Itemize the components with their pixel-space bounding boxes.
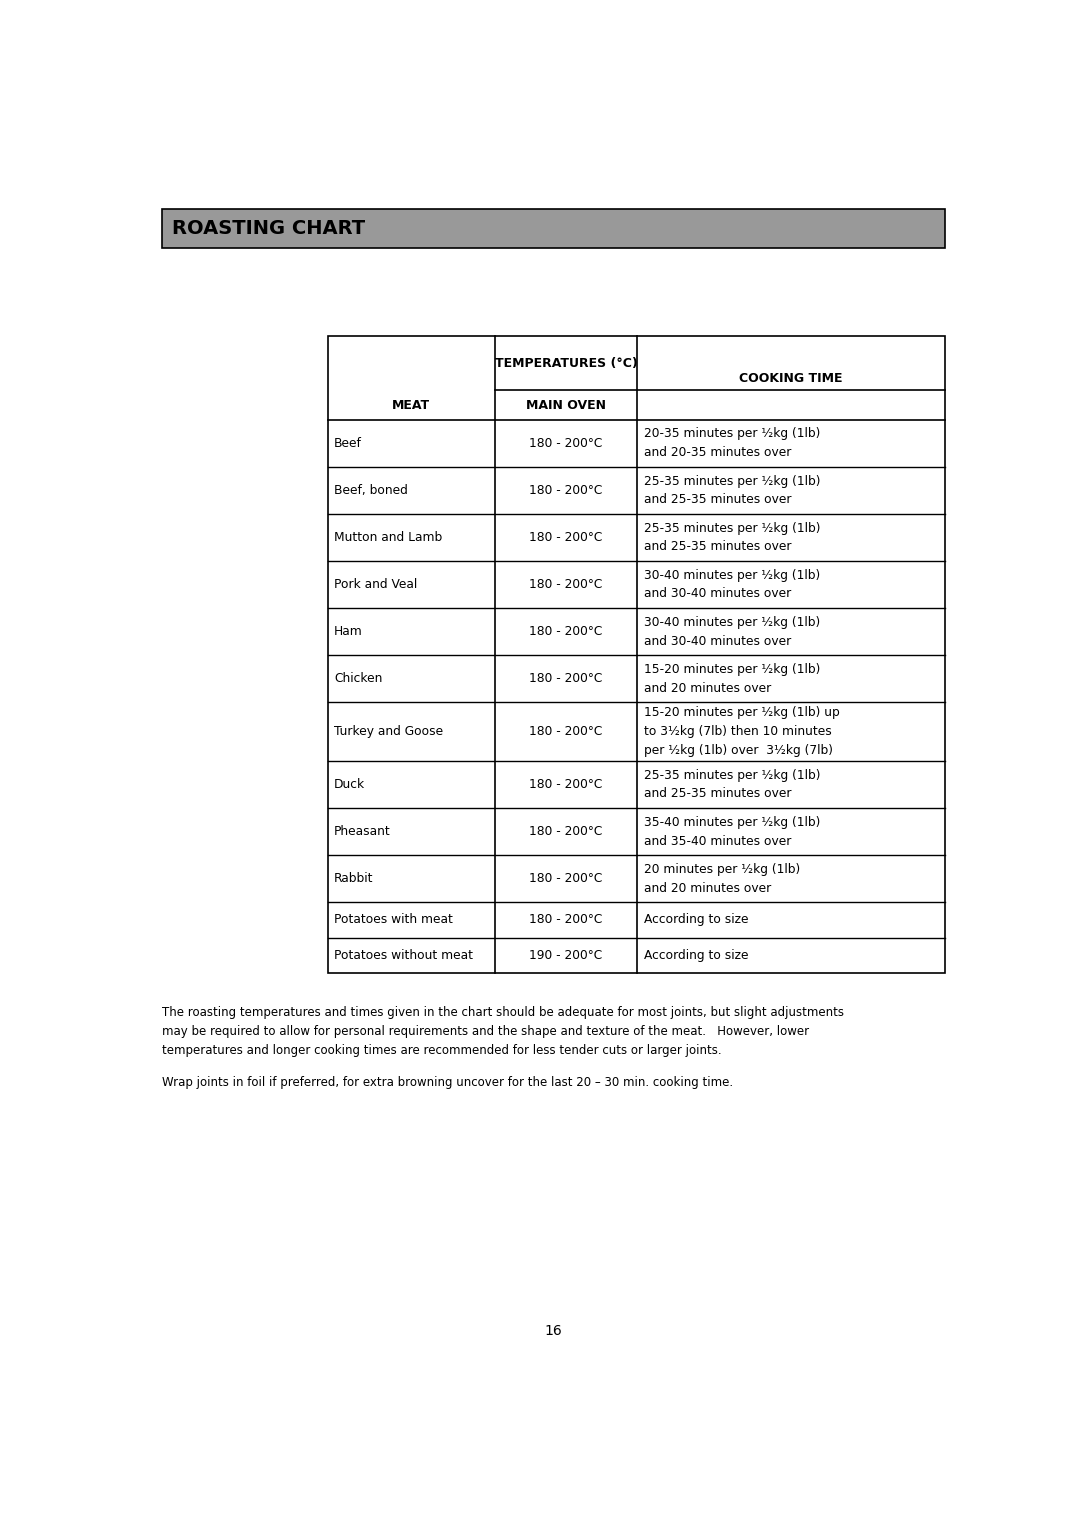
Text: 180 - 200°C: 180 - 200°C xyxy=(529,437,603,449)
Text: and 20 minutes over: and 20 minutes over xyxy=(644,882,771,894)
Text: Potatoes without meat: Potatoes without meat xyxy=(334,949,473,961)
Text: MEAT: MEAT xyxy=(392,399,430,411)
FancyBboxPatch shape xyxy=(327,336,945,973)
Text: According to size: According to size xyxy=(644,914,748,926)
Text: and 25-35 minutes over: and 25-35 minutes over xyxy=(644,541,792,553)
Text: TEMPERATURES (°C): TEMPERATURES (°C) xyxy=(495,358,637,370)
Text: 20 minutes per ½kg (1lb): 20 minutes per ½kg (1lb) xyxy=(644,863,800,876)
Text: Beef, boned: Beef, boned xyxy=(334,484,408,497)
Text: 35-40 minutes per ½kg (1lb): 35-40 minutes per ½kg (1lb) xyxy=(644,816,821,828)
Text: COOKING TIME: COOKING TIME xyxy=(740,371,843,385)
Text: Potatoes with meat: Potatoes with meat xyxy=(334,914,454,926)
Text: According to size: According to size xyxy=(644,949,748,961)
Text: Pork and Veal: Pork and Veal xyxy=(334,578,418,591)
Text: Pheasant: Pheasant xyxy=(334,825,391,839)
Text: and 25-35 minutes over: and 25-35 minutes over xyxy=(644,787,792,801)
Text: 16: 16 xyxy=(544,1323,563,1337)
Text: 25-35 minutes per ½kg (1lb): 25-35 minutes per ½kg (1lb) xyxy=(644,521,821,535)
Text: 180 - 200°C: 180 - 200°C xyxy=(529,578,603,591)
Text: Beef: Beef xyxy=(334,437,362,449)
Text: 190 - 200°C: 190 - 200°C xyxy=(529,949,603,961)
Text: Rabbit: Rabbit xyxy=(334,872,374,885)
Text: Turkey and Goose: Turkey and Goose xyxy=(334,726,443,738)
Text: per ½kg (1lb) over  3½kg (7lb): per ½kg (1lb) over 3½kg (7lb) xyxy=(644,744,833,756)
Text: The roasting temperatures and times given in the chart should be adequate for mo: The roasting temperatures and times give… xyxy=(162,1005,843,1057)
Text: 15-20 minutes per ½kg (1lb) up: 15-20 minutes per ½kg (1lb) up xyxy=(644,706,839,720)
Text: and 25-35 minutes over: and 25-35 minutes over xyxy=(644,494,792,506)
Text: 180 - 200°C: 180 - 200°C xyxy=(529,625,603,639)
FancyBboxPatch shape xyxy=(162,209,945,248)
Text: and 30-40 minutes over: and 30-40 minutes over xyxy=(644,587,792,601)
Text: 180 - 200°C: 180 - 200°C xyxy=(529,484,603,497)
Text: Wrap joints in foil if preferred, for extra browning uncover for the last 20 – 3: Wrap joints in foil if preferred, for ex… xyxy=(162,1076,733,1089)
Text: ROASTING CHART: ROASTING CHART xyxy=(172,219,365,238)
Text: 15-20 minutes per ½kg (1lb): 15-20 minutes per ½kg (1lb) xyxy=(644,663,821,675)
Text: 180 - 200°C: 180 - 200°C xyxy=(529,532,603,544)
Text: 180 - 200°C: 180 - 200°C xyxy=(529,778,603,792)
Text: 180 - 200°C: 180 - 200°C xyxy=(529,726,603,738)
Text: 20-35 minutes per ½kg (1lb): 20-35 minutes per ½kg (1lb) xyxy=(644,428,821,440)
Text: to 3½kg (7lb) then 10 minutes: to 3½kg (7lb) then 10 minutes xyxy=(644,726,832,738)
Text: Mutton and Lamb: Mutton and Lamb xyxy=(334,532,443,544)
Text: and 35-40 minutes over: and 35-40 minutes over xyxy=(644,834,792,848)
Text: and 20-35 minutes over: and 20-35 minutes over xyxy=(644,446,792,460)
Text: 25-35 minutes per ½kg (1lb): 25-35 minutes per ½kg (1lb) xyxy=(644,475,821,487)
Text: 25-35 minutes per ½kg (1lb): 25-35 minutes per ½kg (1lb) xyxy=(644,769,821,782)
Text: and 20 minutes over: and 20 minutes over xyxy=(644,681,771,695)
Text: 180 - 200°C: 180 - 200°C xyxy=(529,672,603,685)
Text: 180 - 200°C: 180 - 200°C xyxy=(529,914,603,926)
Text: MAIN OVEN: MAIN OVEN xyxy=(526,399,606,411)
Text: and 30-40 minutes over: and 30-40 minutes over xyxy=(644,634,792,648)
Text: 180 - 200°C: 180 - 200°C xyxy=(529,825,603,839)
Text: 30-40 minutes per ½kg (1lb): 30-40 minutes per ½kg (1lb) xyxy=(644,616,820,628)
Text: Chicken: Chicken xyxy=(334,672,382,685)
Text: Ham: Ham xyxy=(334,625,363,639)
Text: 180 - 200°C: 180 - 200°C xyxy=(529,872,603,885)
Text: 30-40 minutes per ½kg (1lb): 30-40 minutes per ½kg (1lb) xyxy=(644,568,820,582)
Text: Duck: Duck xyxy=(334,778,365,792)
